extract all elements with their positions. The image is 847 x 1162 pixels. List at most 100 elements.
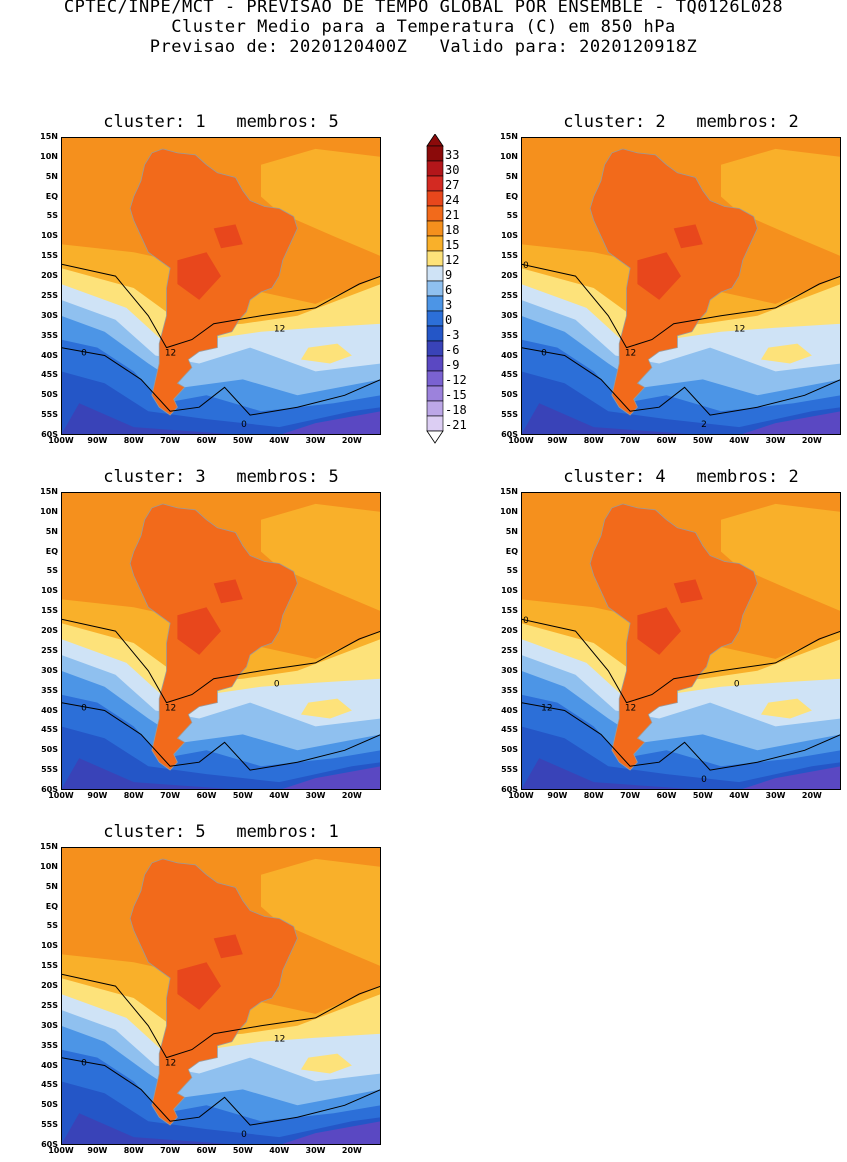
temperature-map: 12 12 0 0 0 [521,492,841,790]
temperature-map: 0 12 12 2 0 [521,137,841,435]
lon-tick-label: 100W [508,791,534,800]
panel-title: cluster: 3 membros: 5 [103,467,339,487]
panel-title: cluster: 4 membros: 2 [563,467,799,487]
lon-tick-label: 100W [48,1146,74,1155]
lon-tick-label: 30W [765,436,786,445]
colorbar-swatch [426,175,444,192]
contour-label: 0 [701,775,707,785]
colorbar-swatch [426,355,444,372]
lat-tick-label: 55S [41,410,58,420]
colorbar-label: -6 [445,343,460,357]
colorbar-swatch [426,370,444,387]
lat-tick-label: 20S [41,981,58,991]
lat-tick-label: 60S [41,785,58,794]
map-panel-5: cluster: 5 membros: 1 0 12 12 0 15N 10N 5N EQ 5S 1… [0,822,381,1162]
lon-tick-label: 70W [160,436,181,445]
colorbar-label: 27 [445,178,460,192]
lon-tick-label: 60W [196,1146,217,1155]
lat-tick-label: 5N [505,171,518,181]
lat-tick-label: 60S [501,785,518,794]
lat-tick-label: 15N [40,132,58,141]
lat-tick-label: EQ [45,901,58,911]
lat-tick-label: 35S [501,330,518,340]
contour-label: 0 [274,680,280,690]
contour-label: 2 [701,420,707,430]
lat-tick-label: 20S [501,626,518,636]
colorbar-swatch [426,265,444,282]
lat-tick-label: 10N [40,151,58,161]
lat-tick-label: 45S [501,370,518,380]
lon-tick-label: 90W [87,1146,108,1155]
lat-tick-label: 15S [41,606,58,616]
lat-tick-label: 20S [41,626,58,636]
lat-tick-label: 10S [41,941,58,951]
lat-tick-label: 35S [41,685,58,695]
colorbar-swatch [426,160,444,177]
colorbar-swatch [426,145,444,162]
lon-tick-label: 100W [48,791,74,800]
colorbar-swatch [426,340,444,357]
lon-tick-label: 50W [692,436,713,445]
contour-label: 12 [625,704,636,714]
lat-tick-label: 10N [40,506,58,516]
lat-tick-label: 45S [41,725,58,735]
lat-tick-label: EQ [45,546,58,556]
lat-tick-label: EQ [505,191,518,201]
map-panel-3: cluster: 3 membros: 5 0 12 0 15N 10N 5N EQ 5S 10S… [0,467,381,807]
map-panel-2: cluster: 2 membros: 2 0 12 12 2 0 15N 10N 5N EQ 5S… [460,112,841,452]
lat-tick-label: 60S [41,430,58,439]
contour-label: 12 [625,349,636,359]
colorbar-label: 0 [445,313,453,327]
lat-tick-label: 5S [46,566,58,576]
colorbar-label: -15 [445,388,467,402]
colorbar-label: 6 [445,283,453,297]
lon-tick-label: 60W [196,791,217,800]
colorbar-swatch [426,400,444,417]
lat-tick-label: 40S [501,350,518,360]
lat-tick-label: 45S [41,1080,58,1090]
colorbar-graphic [426,134,444,444]
lat-tick-label: 25S [41,290,58,300]
lat-tick-label: EQ [45,191,58,201]
temperature-map: 0 12 0 [61,492,381,790]
lon-tick-label: 20W [341,436,362,445]
lat-tick-label: 40S [501,705,518,715]
lat-tick-label: 15S [501,251,518,261]
colorbar-label: 21 [445,208,460,222]
temperature-map: 0 12 12 0 [61,137,381,435]
lat-tick-label: 5S [506,211,518,221]
lat-tick-label: 10S [501,231,518,241]
lon-tick-label: 50W [692,791,713,800]
lon-tick-label: 20W [801,791,822,800]
colorbar-top-arrow [426,134,444,147]
contour-label: 12 [274,325,285,335]
colorbar-swatch [426,415,444,432]
lon-tick-label: 20W [801,436,822,445]
colorbar-label: -9 [445,358,460,372]
colorbar-label: 24 [445,193,460,207]
lat-tick-label: 15N [40,842,58,851]
colorbar-label: 18 [445,223,460,237]
lat-tick-label: 10N [500,506,518,516]
lat-tick-label: 40S [41,350,58,360]
header-line-1: CPTEC/INPE/MCT - PREVISAO DE TEMPO GLOBA… [63,0,784,17]
panel-title: cluster: 2 membros: 2 [563,112,799,132]
lon-tick-label: 50W [232,1146,253,1155]
lat-tick-label: 55S [501,410,518,420]
lon-tick-label: 40W [269,1146,290,1155]
lat-tick-label: 10S [501,586,518,596]
lat-tick-label: 25S [501,645,518,655]
lat-tick-label: 5N [505,526,518,536]
lat-tick-label: 10N [500,151,518,161]
lon-tick-label: 60W [656,791,677,800]
lat-tick-label: 35S [41,1040,58,1050]
colorbar-label: 3 [445,298,453,312]
lat-tick-label: 20S [41,271,58,281]
contour-label: 0 [734,680,740,690]
colorbar-label: 30 [445,163,460,177]
contour-label: 12 [165,704,176,714]
lon-tick-label: 40W [269,436,290,445]
lat-tick-label: 15S [41,961,58,971]
lat-tick-label: 45S [41,370,58,380]
colorbar-label: 33 [445,148,460,162]
